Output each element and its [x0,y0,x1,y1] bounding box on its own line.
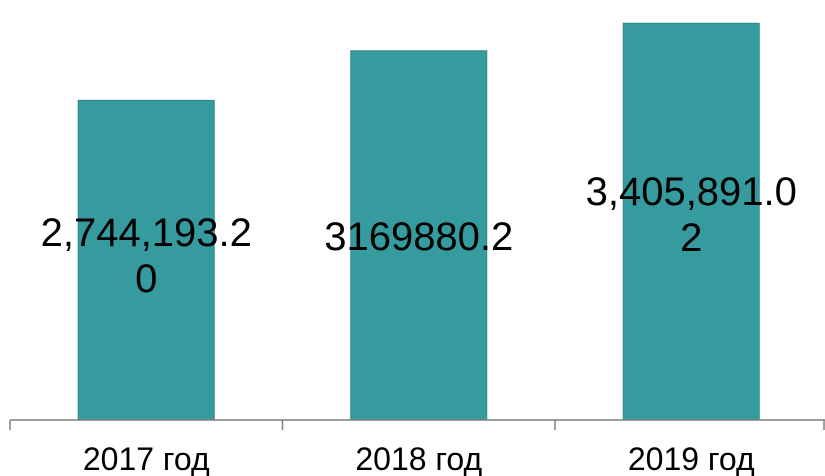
data-labels: 2,744,193.2 0 3169880.2 3,405,891.0 2 [41,170,797,301]
x-axis [9,419,825,430]
x-tick-labels: 2017 год 2018 год 2019 год [83,441,755,476]
data-label-line: 2 [680,216,702,260]
bars [77,22,760,421]
bar-0 [77,99,215,421]
data-label-2: 3,405,891.0 2 [586,170,797,260]
data-label-line: 3169880.2 [324,215,513,259]
data-label-line: 3,405,891.0 [586,170,797,214]
data-label-line: 0 [135,257,157,301]
data-label-line: 2,744,193.2 [41,211,252,255]
x-tick-label-1: 2018 год [355,441,482,476]
data-label-1: 3169880.2 [324,215,513,259]
data-label-0: 2,744,193.2 0 [41,211,252,301]
bar-1 [350,50,488,421]
x-tick-label-0: 2017 год [83,441,210,476]
bar-2 [622,22,760,421]
x-tick-label-2: 2019 год [628,441,755,476]
